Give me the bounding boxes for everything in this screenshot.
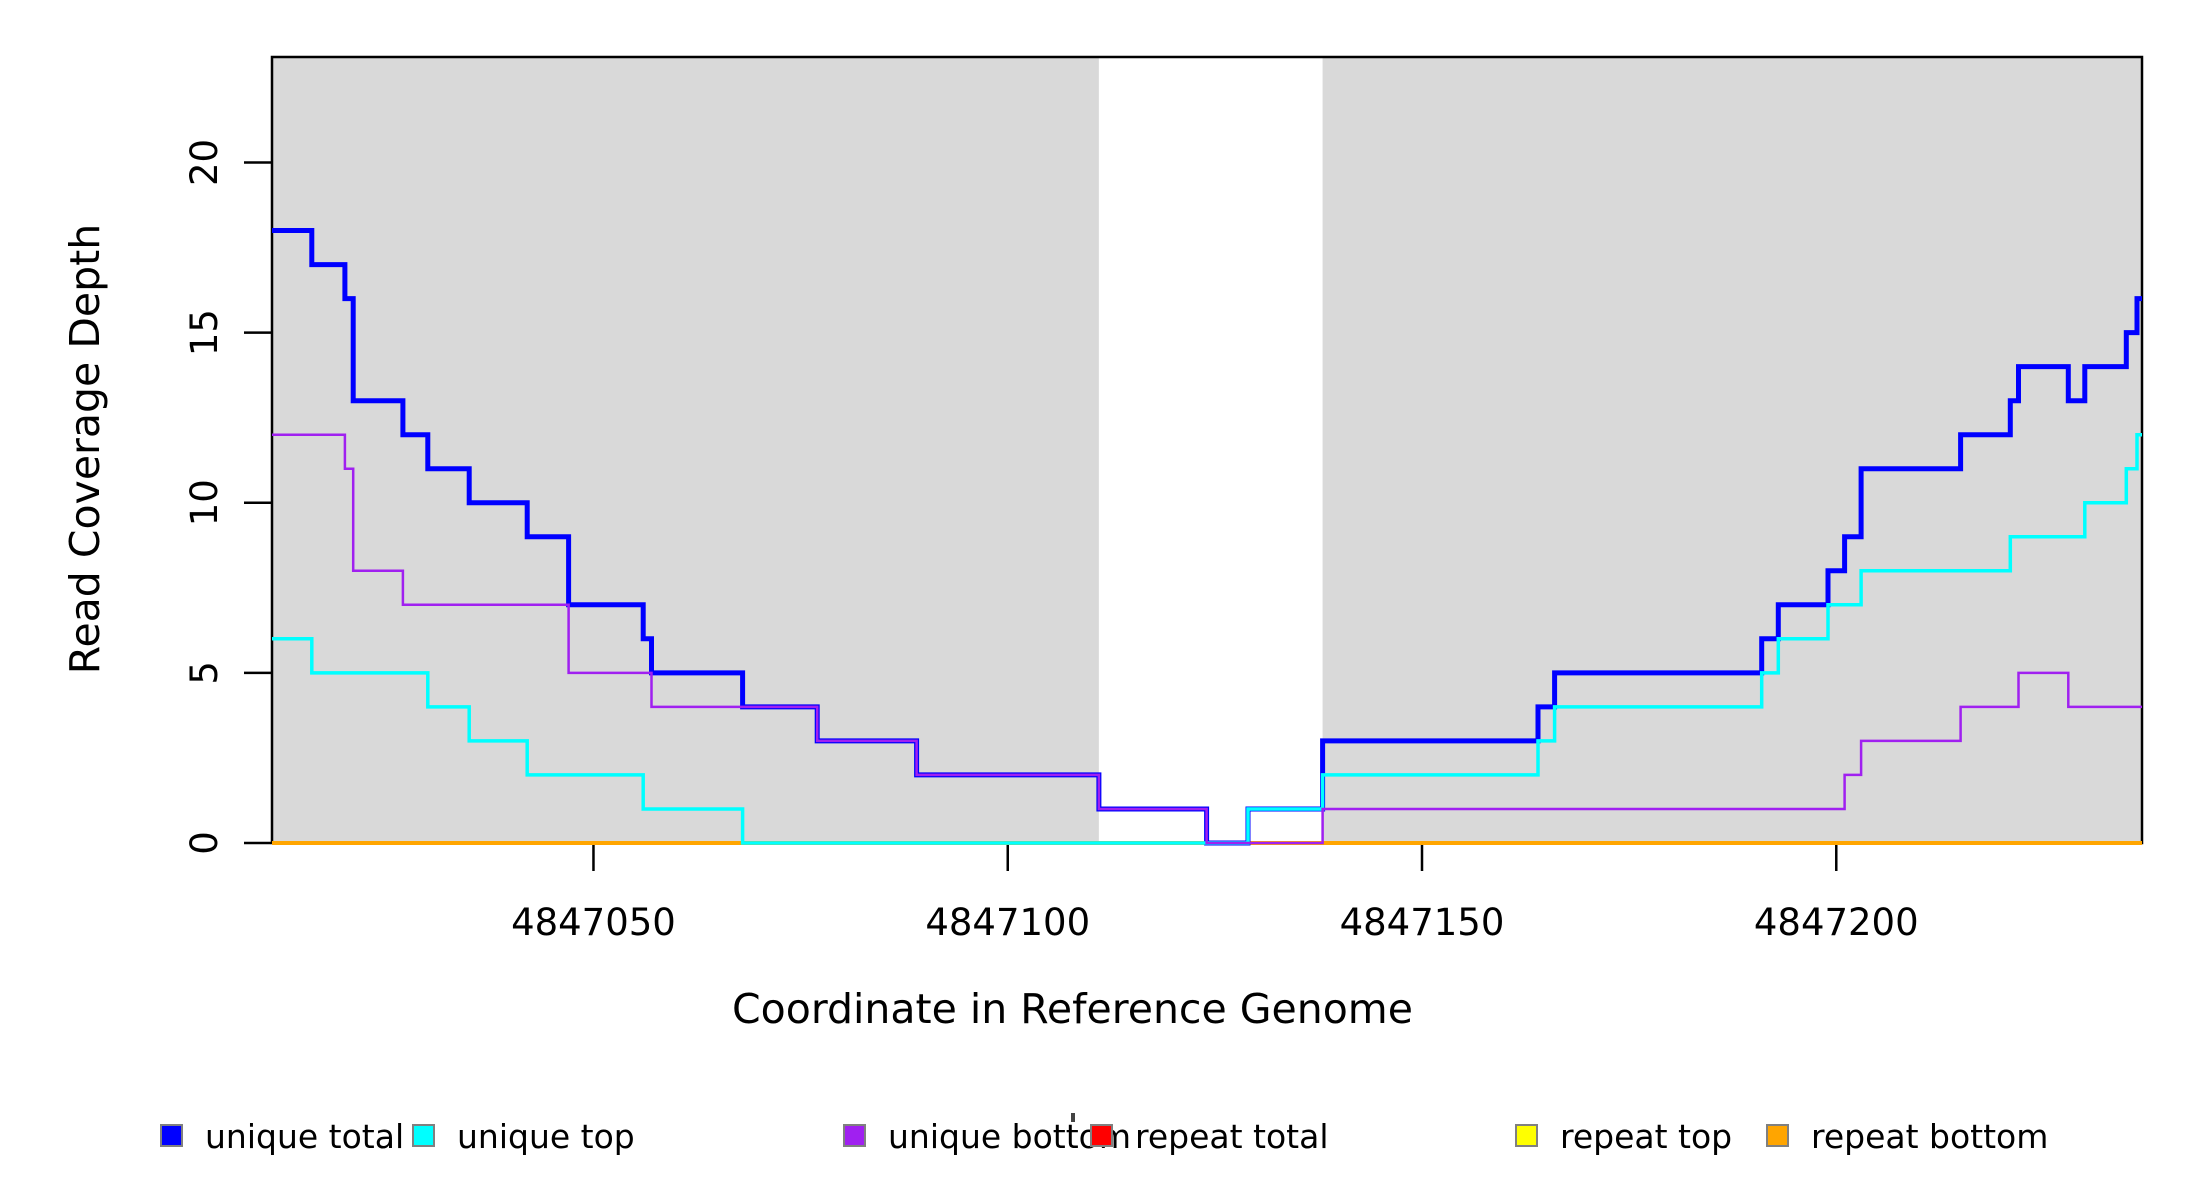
legend-label: repeat total [1135, 1117, 1329, 1156]
x-tick-label: 4847200 [1754, 901, 1919, 944]
legend-label: unique total [205, 1117, 405, 1156]
x-axis-title: Coordinate in Reference Genome [732, 985, 1413, 1033]
legend-swatch [1766, 1124, 1789, 1147]
legend-label: unique top [457, 1117, 635, 1156]
y-tick-label: 10 [183, 479, 226, 526]
stray-mark [1071, 1113, 1075, 1122]
legend-label: repeat bottom [1811, 1117, 2049, 1156]
x-tick-label: 4847150 [1340, 901, 1505, 944]
legend-swatch [1515, 1124, 1538, 1147]
repeat-region-left [272, 57, 1099, 843]
y-tick-label: 15 [183, 309, 226, 356]
series-unique-bottom [272, 433, 2142, 845]
x-tick-label: 4847100 [925, 901, 1090, 944]
series-unique-top [272, 432, 2142, 845]
legend-swatch [160, 1124, 183, 1147]
legend-swatch [1090, 1124, 1113, 1147]
y-tick-label: 0 [183, 831, 226, 855]
legend-label: repeat top [1560, 1117, 1733, 1156]
x-tick-label: 4847050 [511, 901, 676, 944]
legend-swatch [412, 1124, 435, 1147]
y-tick-label: 20 [183, 139, 226, 186]
y-tick-label: 5 [183, 661, 226, 685]
legend-swatch [843, 1124, 866, 1147]
repeat-region-right [1322, 57, 2142, 843]
